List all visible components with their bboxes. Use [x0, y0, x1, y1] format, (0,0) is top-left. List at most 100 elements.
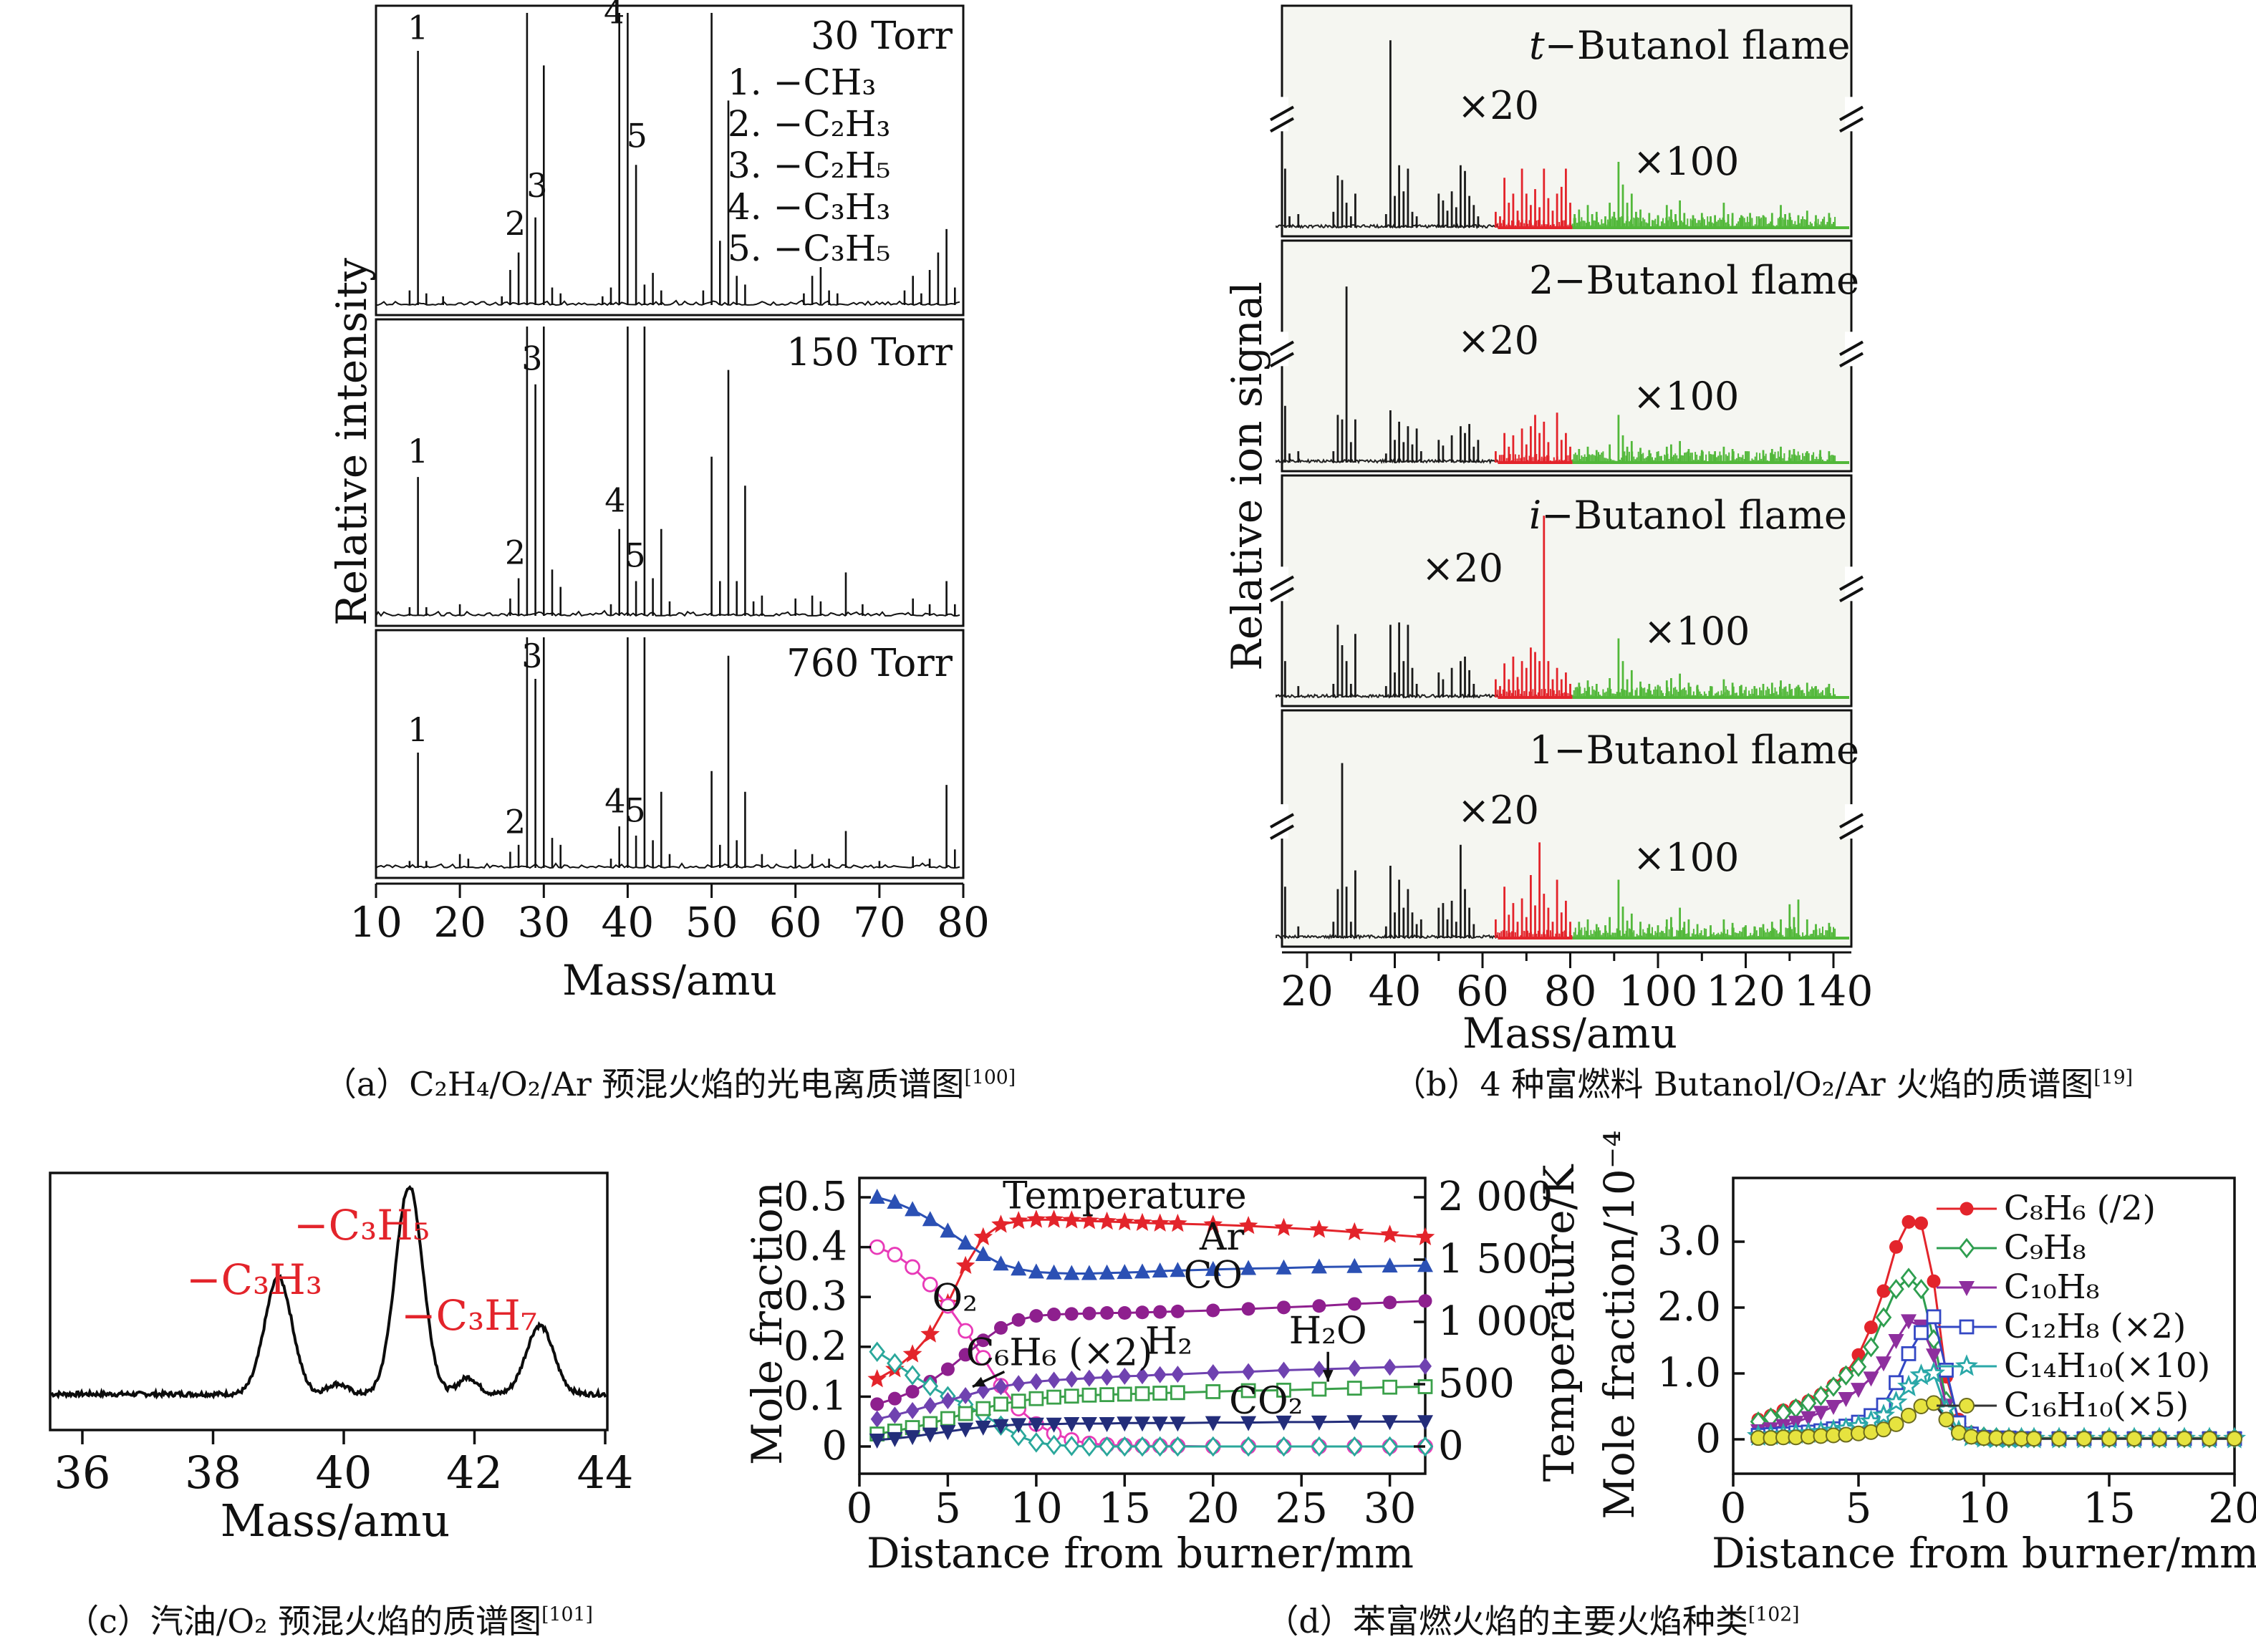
panel-b-title-2-butanol: 2−Butanol flame — [1529, 258, 1859, 303]
svg-text:20: 20 — [433, 898, 486, 947]
scale-x20-label-3: ×20 — [1457, 788, 1539, 833]
annotation-CO₂: CO₂ — [1229, 1380, 1303, 1423]
svg-text:0: 0 — [847, 1484, 873, 1532]
legend-label: C₁₂H₈ (×2) — [2004, 1307, 2187, 1346]
series-H₂O — [869, 1379, 1433, 1441]
svg-text:120: 120 — [1706, 967, 1785, 1015]
panel-d-left-x-axis-label: Distance from burner/mm — [867, 1529, 1414, 1578]
annotation-H₂O: H₂O — [1289, 1310, 1367, 1353]
caption-d-text: （d）苯富燃火焰的主要火焰种类 — [1266, 1602, 1748, 1641]
svg-text:20: 20 — [1187, 1484, 1240, 1532]
svg-text:0.2: 0.2 — [784, 1323, 847, 1370]
svg-text:4: 4 — [604, 481, 625, 520]
legend-label: C₉H₈ — [2004, 1228, 2086, 1267]
svg-text:0.4: 0.4 — [784, 1224, 847, 1270]
caption-a: （a）C₂H₄/O₂/Ar 预混火焰的光电离质谱图[100] — [308, 1058, 1031, 1106]
caption-d-ref: [102] — [1748, 1603, 1800, 1626]
svg-text:1: 1 — [408, 432, 428, 470]
svg-text:30: 30 — [1364, 1484, 1417, 1532]
panel-a-legend-item-2: 2. −C₂H₃ — [728, 103, 891, 145]
legend-item-C₁₄H₁₀(×10): C₁₄H₁₀(×10) — [1935, 1346, 2210, 1386]
annotation-C₆H₆ (×2): C₆H₆ (×2) — [966, 1332, 1153, 1375]
panel-c-peak-label-c3h5: −C₃H₅ — [293, 1201, 430, 1250]
panel-b-x-axis-label: Mass/amu — [1462, 1009, 1677, 1058]
panel-b-spectrum-0 — [1270, 4, 1864, 238]
annotation-Temperature: Temperature — [1003, 1174, 1247, 1217]
svg-text:25: 25 — [1275, 1484, 1328, 1532]
svg-text:4: 4 — [604, 782, 625, 821]
svg-text:15: 15 — [1098, 1484, 1151, 1532]
legend-marker-circle-yellow — [1937, 1397, 1997, 1414]
svg-text:80: 80 — [937, 898, 990, 947]
svg-text:36: 36 — [54, 1446, 111, 1499]
legend-marker-square-open — [1937, 1319, 1997, 1334]
panel-b-title-t-butanol: t−Butanol flame — [1529, 23, 1850, 68]
panel-b-title-1-butanol: 1−Butanol flame — [1529, 729, 1859, 771]
series-C₁₆H₁₀(×5) — [1750, 1395, 2242, 1447]
title-rest: −Butanol flame — [1553, 258, 1860, 303]
legend-label: C₁₆H₁₀(×5) — [2004, 1386, 2189, 1425]
legend-marker-star-open — [1937, 1353, 1997, 1376]
svg-text:30: 30 — [517, 898, 570, 947]
legend-marker-diamond-open — [1937, 1237, 1997, 1258]
panel-b-spectrum-2 — [1270, 474, 1864, 707]
svg-text:5: 5 — [935, 1484, 961, 1532]
panel-a-spectrum-2: 1 2 3 45 — [375, 629, 965, 879]
title-rest: −Butanol flame — [1544, 23, 1851, 68]
panel-a-x-axis-label: Mass/amu — [562, 956, 777, 1005]
legend-label: C₁₀H₈ — [2004, 1267, 2100, 1307]
scale-x100-label-2: ×100 — [1644, 609, 1750, 654]
svg-text:500: 500 — [1438, 1361, 1515, 1407]
svg-text:2 000: 2 000 — [1438, 1174, 1553, 1220]
panel-d-right-x-axis-label: Distance from burner/mm — [1712, 1529, 2256, 1578]
panel-b-spectrum-3 — [1270, 709, 1864, 948]
legend-marker-triangle-down — [1937, 1280, 1997, 1296]
panel-a-spectrum-label-150torr: 150 Torr — [786, 331, 953, 375]
legend-label: C₈H₆ (/2) — [2004, 1189, 2156, 1228]
panel-a-legend-item-4: 4. −C₃H₃ — [728, 186, 891, 228]
svg-text:40: 40 — [601, 898, 654, 947]
svg-text:3: 3 — [521, 339, 542, 378]
caption-c: （c）汽油/O₂ 预混火焰的质谱图[101] — [7, 1595, 652, 1643]
svg-text:0.1: 0.1 — [784, 1373, 847, 1419]
svg-text:70: 70 — [853, 898, 906, 947]
svg-text:38: 38 — [185, 1446, 241, 1499]
annotation-Ar: Ar — [1199, 1216, 1245, 1259]
svg-text:2: 2 — [505, 204, 526, 243]
svg-text:1.0: 1.0 — [1657, 1350, 1721, 1396]
svg-text:0: 0 — [1720, 1484, 1747, 1532]
panel-d-left-y-axis-label: Mole fraction — [743, 1181, 792, 1466]
scale-x100-label-1: ×100 — [1633, 374, 1740, 419]
svg-text:15: 15 — [2083, 1484, 2136, 1532]
svg-text:5: 5 — [625, 791, 645, 830]
scale-x20-label-0: ×20 — [1457, 83, 1539, 128]
svg-text:0: 0 — [1695, 1416, 1721, 1462]
scale-x20-label-1: ×20 — [1457, 318, 1539, 363]
series-Temperature — [867, 1209, 1435, 1388]
svg-text:20: 20 — [1281, 967, 1334, 1015]
svg-text:140: 140 — [1794, 967, 1874, 1015]
panel-d-left-right-axis-label: Temperature/K — [1535, 1164, 1584, 1482]
panel-a-y-axis-label: Relative intensity — [327, 258, 377, 626]
svg-text:60: 60 — [769, 898, 822, 947]
legend-item-C₁₀H₈: C₁₀H₈ — [1935, 1267, 2210, 1307]
title-prefix: t — [1529, 23, 1545, 68]
svg-text:100: 100 — [1619, 967, 1698, 1015]
caption-a-text: （a）C₂H₄/O₂/Ar 预混火焰的光电离质谱图 — [323, 1065, 965, 1103]
title-prefix: 2 — [1529, 258, 1554, 303]
panel-b-spectrum-1 — [1270, 239, 1864, 473]
svg-text:4: 4 — [604, 0, 625, 31]
svg-text:42: 42 — [446, 1446, 503, 1499]
svg-text:1 000: 1 000 — [1438, 1298, 1553, 1345]
panel-c-peak-label-c3h7: −C₃H₇ — [400, 1291, 538, 1341]
panel-d-left-chart — [858, 1177, 1435, 1475]
svg-text:40: 40 — [1369, 967, 1422, 1015]
panel-c-trace — [50, 1184, 607, 1400]
svg-text:1: 1 — [408, 9, 428, 47]
panel-a-legend-item-5: 5. −C₃H₅ — [728, 228, 891, 269]
caption-d: （d）苯富燃火焰的主要火焰种类[102] — [1210, 1595, 1855, 1643]
panel-b-title-i-butanol: i−Butanol flame — [1529, 494, 1847, 536]
panel-a-legend-item-1: 1. −CH₃ — [728, 62, 877, 103]
